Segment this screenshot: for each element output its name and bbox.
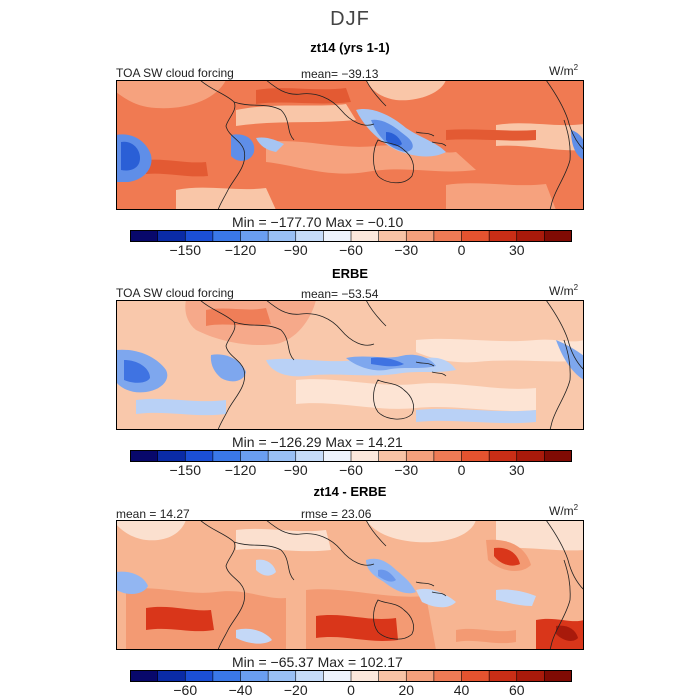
colorbar-2-swatch-4 xyxy=(240,450,269,462)
colorbar-tick-label: 0 xyxy=(457,242,466,258)
figure-title: DJF xyxy=(330,8,370,30)
panel-3-colorbar xyxy=(130,670,572,682)
colorbar-3-swatch-9 xyxy=(378,670,407,682)
panel-2-title: ERBE xyxy=(331,266,369,281)
colorbar-2-swatch-7 xyxy=(323,450,352,462)
colorbar-tick-label: 60 xyxy=(508,682,525,698)
colorbar-1-swatch-0 xyxy=(130,230,159,242)
panel-1-title: zt14 (yrs 1-1) xyxy=(310,40,390,55)
colorbar-3-swatch-13 xyxy=(489,670,518,682)
colorbar-3-swatch-4 xyxy=(240,670,269,682)
panel-3-rmse: rmse = 23.06 xyxy=(301,507,372,521)
colorbar-3-swatch-10 xyxy=(406,670,435,682)
colorbar-2-swatch-11 xyxy=(433,450,462,462)
colorbar-3-swatch-11 xyxy=(433,670,462,682)
colorbar-3-swatch-3 xyxy=(212,670,241,682)
colorbar-3-swatch-8 xyxy=(351,670,380,682)
colorbar-1-swatch-10 xyxy=(406,230,435,242)
colorbar-1-swatch-5 xyxy=(268,230,297,242)
colorbar-1-swatch-8 xyxy=(351,230,380,242)
colorbar-tick-label: 30 xyxy=(508,462,525,478)
colorbar-3-swatch-1 xyxy=(157,670,186,682)
colorbar-tick-label: −20 xyxy=(283,682,308,698)
colorbar-2-swatch-3 xyxy=(212,450,241,462)
panel-1-mean: mean= −39.13 xyxy=(301,67,379,81)
colorbar-tick-label: −60 xyxy=(173,682,198,698)
colorbar-3-swatch-15 xyxy=(544,670,572,682)
colorbar-3-swatch-14 xyxy=(516,670,545,682)
panel-2-field-label: TOA SW cloud forcing xyxy=(116,286,234,300)
colorbar-2-swatch-15 xyxy=(544,450,572,462)
colorbar-1-swatch-13 xyxy=(489,230,518,242)
colorbar-tick-label: −90 xyxy=(283,462,308,478)
colorbar-1-swatch-3 xyxy=(212,230,241,242)
colorbar-3-swatch-0 xyxy=(130,670,159,682)
colorbar-tick-label: 0 xyxy=(457,462,466,478)
colorbar-2-swatch-12 xyxy=(461,450,490,462)
colorbar-tick-label: −150 xyxy=(169,242,202,258)
colorbar-tick-label: −60 xyxy=(339,242,363,258)
colorbar-2-swatch-8 xyxy=(351,450,380,462)
colorbar-tick-label: 40 xyxy=(453,682,470,698)
panel-2-colorbar xyxy=(130,450,572,462)
panel-3-map xyxy=(116,520,584,650)
colorbar-2-swatch-0 xyxy=(130,450,159,462)
colorbar-1-swatch-11 xyxy=(433,230,462,242)
colorbar-3-swatch-5 xyxy=(268,670,297,682)
panel-3-title: zt14 - ERBE xyxy=(313,484,387,499)
panel-3-units: W/m2 xyxy=(549,503,579,518)
panel-1-units: W/m2 xyxy=(549,63,579,78)
colorbar-2-swatch-2 xyxy=(185,450,214,462)
colorbar-tick-label: −120 xyxy=(224,462,257,478)
colorbar-2-swatch-5 xyxy=(268,450,297,462)
colorbar-3-swatch-2 xyxy=(185,670,214,682)
colorbar-tick-label: −30 xyxy=(394,242,419,258)
colorbar-1-swatch-6 xyxy=(295,230,324,242)
panel-3-min-max: Min = −65.37 Max = 102.17 xyxy=(232,654,403,670)
colorbar-1-swatch-14 xyxy=(516,230,545,242)
panel-1-min-max: Min = −177.70 Max = −0.10 xyxy=(232,214,404,230)
colorbar-2-swatch-9 xyxy=(378,450,407,462)
panel-3-mean: mean = 14.27 xyxy=(116,507,190,521)
panel-1-colorbar xyxy=(130,230,572,242)
colorbar-1-swatch-2 xyxy=(185,230,214,242)
colorbar-tick-label: 30 xyxy=(508,242,525,258)
panel-2-min-max: Min = −126.29 Max = 14.21 xyxy=(232,434,403,450)
panel-2-units: W/m2 xyxy=(549,283,579,298)
colorbar-tick-label: −30 xyxy=(394,462,419,478)
colorbar-1-swatch-1 xyxy=(157,230,186,242)
panel-1-field-label: TOA SW cloud forcing xyxy=(116,66,234,80)
colorbar-1-swatch-12 xyxy=(461,230,490,242)
colorbar-tick-label: −120 xyxy=(224,242,257,258)
colorbar-2-swatch-6 xyxy=(295,450,324,462)
colorbar-1-swatch-9 xyxy=(378,230,407,242)
colorbar-tick-label: −90 xyxy=(283,242,308,258)
colorbar-2-swatch-13 xyxy=(489,450,518,462)
panel-2-mean: mean= −53.54 xyxy=(301,287,379,301)
colorbar-tick-label: 20 xyxy=(398,682,415,698)
colorbar-1-swatch-7 xyxy=(323,230,352,242)
colorbar-3-swatch-6 xyxy=(295,670,324,682)
colorbar-2-swatch-10 xyxy=(406,450,435,462)
panel-1-map xyxy=(116,80,584,210)
colorbar-tick-label: −40 xyxy=(228,682,253,698)
colorbar-3-swatch-12 xyxy=(461,670,490,682)
panel-2-map xyxy=(116,300,584,430)
colorbar-2-swatch-1 xyxy=(157,450,186,462)
colorbar-1-swatch-4 xyxy=(240,230,269,242)
colorbar-tick-label: 0 xyxy=(347,682,355,698)
colorbar-2-swatch-14 xyxy=(516,450,545,462)
colorbar-tick-label: −60 xyxy=(339,462,363,478)
colorbar-1-swatch-15 xyxy=(544,230,572,242)
colorbar-tick-label: −150 xyxy=(169,462,202,478)
colorbar-3-swatch-7 xyxy=(323,670,352,682)
